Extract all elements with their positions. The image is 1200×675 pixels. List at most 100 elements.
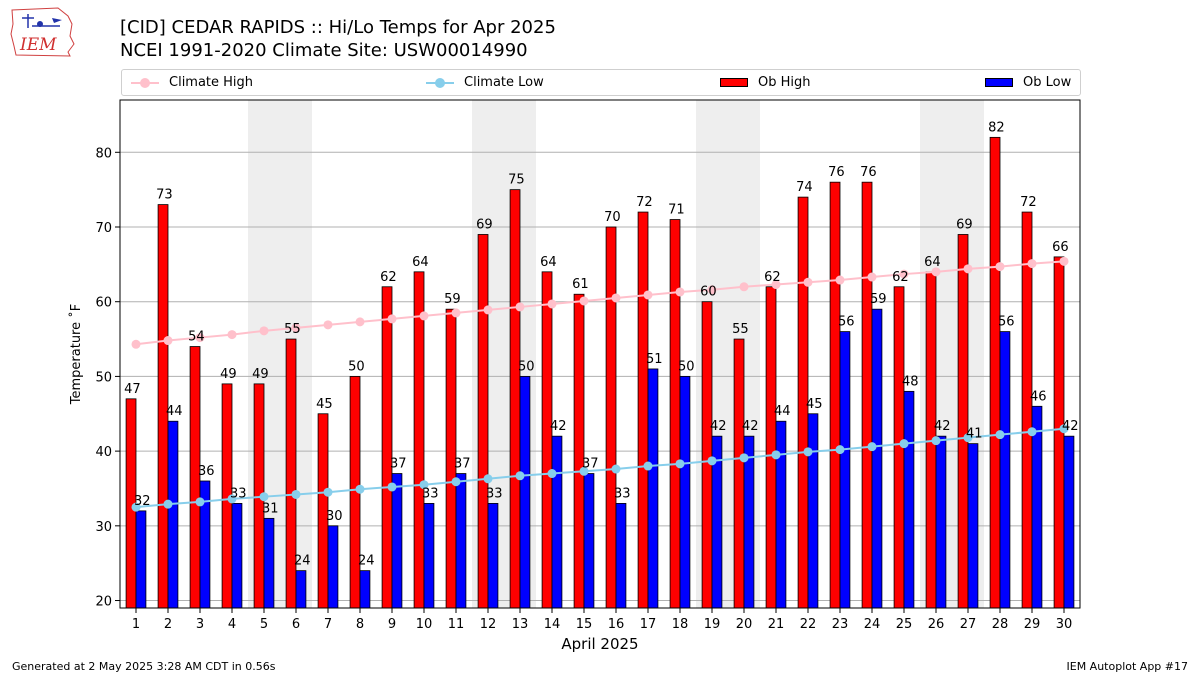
x-tick-label-6: 6 (292, 617, 300, 632)
point-climate-high-17 (644, 290, 653, 299)
point-climate-high-12 (484, 305, 493, 314)
x-tick-label-10: 10 (416, 617, 433, 632)
y-axis-label: Temperature ˚F (68, 304, 84, 405)
bar-ob-low-11 (456, 474, 466, 608)
bar-ob-high-21 (766, 287, 776, 608)
point-climate-low-5 (260, 492, 269, 501)
point-climate-high-5 (260, 326, 269, 335)
data-label-ob-low-15: 37 (582, 457, 599, 472)
x-tick-label-24: 24 (864, 617, 881, 632)
x-axis-label: April 2025 (561, 635, 638, 653)
temperature-chart: 2030405060708047327344543649334931552445… (0, 0, 1200, 675)
point-climate-low-6 (292, 490, 301, 499)
point-climate-low-13 (516, 471, 525, 480)
point-climate-high-27 (964, 264, 973, 273)
data-label-ob-low-1: 32 (134, 494, 151, 509)
data-label-ob-high-2: 73 (156, 188, 173, 203)
data-label-ob-high-27: 69 (956, 217, 973, 232)
bar-ob-low-5 (264, 518, 274, 608)
x-tick-label-4: 4 (228, 617, 236, 632)
bar-ob-high-29 (1022, 212, 1032, 608)
bar-ob-low-21 (776, 421, 786, 608)
point-climate-low-3 (196, 497, 205, 506)
bar-ob-low-14 (552, 436, 562, 608)
bar-ob-low-18 (680, 376, 690, 608)
data-label-ob-low-13: 50 (518, 359, 535, 374)
y-tick-label-60: 60 (95, 296, 112, 311)
data-label-ob-low-3: 36 (198, 464, 215, 479)
data-label-ob-low-25: 48 (902, 374, 919, 389)
footer-app: IEM Autoplot App #17 (1067, 660, 1189, 673)
bar-ob-high-24 (862, 182, 872, 608)
point-climate-high-11 (452, 308, 461, 317)
bar-ob-low-17 (648, 369, 658, 608)
data-label-ob-high-28: 82 (988, 120, 1005, 135)
point-climate-high-29 (1028, 259, 1037, 268)
data-label-ob-high-9: 62 (380, 270, 397, 285)
data-label-ob-high-6: 55 (284, 322, 301, 337)
y-tick-label-80: 80 (95, 146, 112, 161)
data-label-ob-low-9: 37 (390, 457, 407, 472)
data-label-ob-high-14: 64 (540, 255, 557, 270)
bar-ob-high-14 (542, 272, 552, 608)
data-label-ob-high-4: 49 (220, 367, 237, 382)
bar-ob-low-15 (584, 474, 594, 608)
bar-ob-low-12 (488, 503, 498, 608)
point-climate-high-30 (1060, 257, 1069, 266)
point-climate-low-18 (676, 459, 685, 468)
point-climate-low-17 (644, 462, 653, 471)
data-label-ob-high-20: 55 (732, 322, 749, 337)
data-label-ob-low-28: 56 (998, 315, 1015, 330)
bar-ob-low-6 (296, 571, 306, 608)
x-tick-label-9: 9 (388, 617, 396, 632)
data-label-ob-low-12: 33 (486, 486, 503, 501)
data-label-ob-low-10: 33 (422, 486, 439, 501)
x-tick-label-5: 5 (260, 617, 268, 632)
data-label-ob-low-14: 42 (550, 419, 567, 434)
x-tick-label-8: 8 (356, 617, 364, 632)
point-climate-low-28 (996, 430, 1005, 439)
point-climate-high-10 (420, 311, 429, 320)
bar-ob-low-27 (968, 444, 978, 608)
point-climate-high-8 (356, 317, 365, 326)
data-label-ob-high-15: 61 (572, 277, 589, 292)
point-climate-low-29 (1028, 427, 1037, 436)
x-tick-label-14: 14 (544, 617, 561, 632)
data-label-ob-low-21: 44 (774, 404, 791, 419)
data-label-ob-low-22: 45 (806, 397, 823, 412)
footer-generated: Generated at 2 May 2025 3:28 AM CDT in 0… (12, 660, 275, 673)
point-climate-low-8 (356, 485, 365, 494)
bar-ob-high-18 (670, 220, 680, 608)
data-label-ob-low-4: 33 (230, 486, 247, 501)
bar-ob-high-19 (702, 302, 712, 608)
data-label-ob-high-23: 76 (828, 165, 845, 180)
bar-ob-low-8 (360, 571, 370, 608)
x-tick-label-3: 3 (196, 617, 204, 632)
data-label-ob-high-17: 72 (636, 195, 653, 210)
x-tick-label-17: 17 (640, 617, 657, 632)
bar-ob-high-16 (606, 227, 616, 608)
bar-ob-low-29 (1032, 406, 1042, 608)
bar-ob-low-23 (840, 332, 850, 608)
data-label-ob-low-2: 44 (166, 404, 183, 419)
point-climate-high-23 (836, 276, 845, 285)
x-tick-label-13: 13 (512, 617, 529, 632)
point-climate-low-14 (548, 469, 557, 478)
data-label-ob-high-12: 69 (476, 217, 493, 232)
x-tick-label-2: 2 (164, 617, 172, 632)
x-tick-label-20: 20 (736, 617, 753, 632)
point-climate-low-16 (612, 465, 621, 474)
x-tick-label-27: 27 (960, 617, 977, 632)
data-label-ob-high-11: 59 (444, 292, 461, 307)
x-tick-label-15: 15 (576, 617, 593, 632)
data-label-ob-low-8: 24 (358, 554, 375, 569)
point-climate-low-12 (484, 474, 493, 483)
bar-ob-high-10 (414, 272, 424, 608)
point-climate-high-16 (612, 293, 621, 302)
point-climate-high-4 (228, 330, 237, 339)
point-climate-low-22 (804, 447, 813, 456)
point-climate-high-24 (868, 273, 877, 282)
point-climate-low-21 (772, 450, 781, 459)
bar-ob-high-28 (990, 137, 1000, 608)
data-label-ob-low-23: 56 (838, 315, 855, 330)
